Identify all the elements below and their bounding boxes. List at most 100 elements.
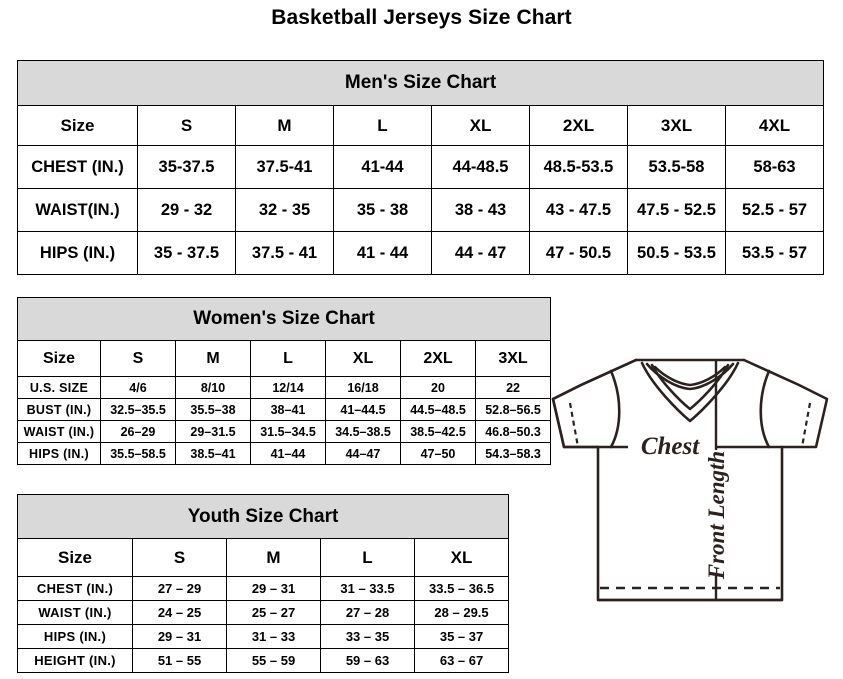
table-row: WAIST(IN.) 29 - 32 32 - 35 35 - 38 38 - … bbox=[17, 188, 825, 232]
womens-waist-xl: 34.5–38.5 bbox=[325, 420, 401, 443]
mens-header-l: L bbox=[333, 105, 432, 146]
youth-waist-s: 24 – 25 bbox=[132, 600, 227, 625]
youth-height-xl: 63 – 67 bbox=[413, 648, 510, 673]
mens-header-xl: XL bbox=[431, 105, 530, 146]
womens-header-m: M bbox=[175, 340, 251, 377]
sleeve-cuff-dashed-lines bbox=[568, 402, 812, 448]
youth-hips-l: 33 – 35 bbox=[320, 624, 415, 649]
youth-header-row: Size S M L XL bbox=[17, 538, 510, 577]
youth-banner-row: Youth Size Chart bbox=[16, 494, 510, 539]
womens-header-xl: XL bbox=[325, 340, 401, 377]
youth-chest-l: 31 – 33.5 bbox=[320, 576, 415, 601]
youth-row-label-chest: CHEST (IN.) bbox=[17, 576, 133, 601]
womens-ussize-3xl: 22 bbox=[474, 376, 552, 399]
mens-header-size: Size bbox=[17, 105, 138, 146]
youth-header-size: Size bbox=[17, 538, 133, 577]
page-title: Basketball Jerseys Size Chart bbox=[271, 6, 572, 29]
mens-row-label-hips: HIPS (IN.) bbox=[17, 231, 138, 275]
womens-hips-3xl: 54.3–58.3 bbox=[474, 442, 552, 465]
youth-header-l: L bbox=[320, 538, 415, 577]
mens-chart-banner: Men's Size Chart bbox=[16, 60, 825, 106]
womens-waist-m: 29–31.5 bbox=[175, 420, 251, 443]
mens-waist-s: 29 - 32 bbox=[137, 188, 236, 232]
mens-header-2xl: 2XL bbox=[529, 105, 628, 146]
womens-waist-l: 31.5–34.5 bbox=[250, 420, 326, 443]
youth-row-label-height: HEIGHT (IN.) bbox=[17, 648, 133, 673]
jersey-measurement-diagram: Chest Front Length bbox=[548, 355, 843, 645]
mens-hips-2xl: 47 - 50.5 bbox=[529, 231, 628, 275]
mens-hips-3xl: 50.5 - 53.5 bbox=[627, 231, 726, 275]
mens-header-4xl: 4XL bbox=[724, 105, 825, 146]
womens-hips-s: 35.5–58.5 bbox=[100, 442, 176, 465]
mens-header-3xl: 3XL bbox=[627, 105, 726, 146]
mens-header-row: Size S M L XL 2XL 3XL 4XL bbox=[17, 105, 825, 146]
youth-hips-xl: 35 – 37 bbox=[413, 624, 510, 649]
womens-hips-xl: 44–47 bbox=[325, 442, 401, 465]
table-row: CHEST (IN.) 27 – 29 29 – 31 31 – 33.5 33… bbox=[17, 576, 510, 601]
mens-chest-xl: 44-48.5 bbox=[431, 145, 530, 189]
right-cuff-dash bbox=[800, 402, 812, 448]
womens-row-label-us-size: U.S. SIZE bbox=[17, 376, 101, 399]
womens-banner-row: Women's Size Chart bbox=[16, 297, 552, 341]
youth-header-m: M bbox=[226, 538, 321, 577]
table-row: CHEST (IN.) 35-37.5 37.5-41 41-44 44-48.… bbox=[17, 145, 825, 189]
mens-row-label-chest: CHEST (IN.) bbox=[17, 145, 138, 189]
mens-waist-2xl: 43 - 47.5 bbox=[529, 188, 628, 232]
youth-height-s: 51 – 55 bbox=[132, 648, 227, 673]
womens-hips-2xl: 47–50 bbox=[400, 442, 476, 465]
youth-chest-m: 29 – 31 bbox=[226, 576, 321, 601]
mens-hips-s: 35 - 37.5 bbox=[137, 231, 236, 275]
jersey-v-neck-collar bbox=[634, 358, 746, 423]
youth-header-xl: XL bbox=[413, 538, 510, 577]
womens-chart-banner: Women's Size Chart bbox=[16, 297, 552, 341]
mens-hips-m: 37.5 - 41 bbox=[235, 231, 334, 275]
youth-chest-s: 27 – 29 bbox=[132, 576, 227, 601]
table-row: HIPS (IN.) 35 - 37.5 37.5 - 41 41 - 44 4… bbox=[17, 231, 825, 275]
youth-hips-m: 31 – 33 bbox=[226, 624, 321, 649]
youth-height-l: 59 – 63 bbox=[320, 648, 415, 673]
table-row: HEIGHT (IN.) 51 – 55 55 – 59 59 – 63 63 … bbox=[17, 648, 510, 673]
youth-chart-banner: Youth Size Chart bbox=[16, 494, 510, 539]
mens-hips-xl: 44 - 47 bbox=[431, 231, 530, 275]
mens-chest-l: 41-44 bbox=[333, 145, 432, 189]
mens-waist-xl: 38 - 43 bbox=[431, 188, 530, 232]
front-length-measurement-label: Front Length bbox=[704, 451, 729, 580]
womens-header-s: S bbox=[100, 340, 176, 377]
mens-chest-2xl: 48.5-53.5 bbox=[529, 145, 628, 189]
womens-row-label-waist: WAIST (IN.) bbox=[17, 420, 101, 443]
youth-hips-s: 29 – 31 bbox=[132, 624, 227, 649]
youth-size-chart-table: Youth Size Chart Size S M L XL CHEST (IN… bbox=[16, 494, 510, 673]
mens-header-m: M bbox=[235, 105, 334, 146]
mens-hips-4xl: 53.5 - 57 bbox=[724, 231, 825, 275]
womens-header-l: L bbox=[250, 340, 326, 377]
youth-row-label-hips: HIPS (IN.) bbox=[17, 624, 133, 649]
mens-hips-l: 41 - 44 bbox=[333, 231, 432, 275]
womens-header-2xl: 2XL bbox=[400, 340, 476, 377]
mens-header-s: S bbox=[137, 105, 236, 146]
table-row: HIPS (IN.) 29 – 31 31 – 33 33 – 35 35 – … bbox=[17, 624, 510, 649]
youth-height-m: 55 – 59 bbox=[226, 648, 321, 673]
mens-chest-4xl: 58-63 bbox=[724, 145, 825, 189]
mens-waist-3xl: 47.5 - 52.5 bbox=[627, 188, 726, 232]
womens-bust-2xl: 44.5–48.5 bbox=[400, 398, 476, 421]
womens-row-label-hips: HIPS (IN.) bbox=[17, 442, 101, 465]
table-row: HIPS (IN.) 35.5–58.5 38.5–41 41–44 44–47… bbox=[17, 442, 552, 465]
womens-hips-l: 41–44 bbox=[250, 442, 326, 465]
womens-bust-s: 32.5–35.5 bbox=[100, 398, 176, 421]
womens-waist-2xl: 38.5–42.5 bbox=[400, 420, 476, 443]
table-row: WAIST (IN.) 24 – 25 25 – 27 27 – 28 28 –… bbox=[17, 600, 510, 625]
womens-header-3xl: 3XL bbox=[474, 340, 552, 377]
womens-row-label-bust: BUST (IN.) bbox=[17, 398, 101, 421]
womens-ussize-xl: 16/18 bbox=[325, 376, 401, 399]
womens-header-row: Size S M L XL 2XL 3XL bbox=[17, 340, 552, 377]
womens-header-size: Size bbox=[17, 340, 101, 377]
womens-ussize-2xl: 20 bbox=[400, 376, 476, 399]
mens-chest-s: 35-37.5 bbox=[137, 145, 236, 189]
mens-banner-row: Men's Size Chart bbox=[16, 60, 825, 106]
womens-bust-xl: 41–44.5 bbox=[325, 398, 401, 421]
mens-chest-3xl: 53.5-58 bbox=[627, 145, 726, 189]
youth-chest-xl: 33.5 – 36.5 bbox=[413, 576, 510, 601]
table-row: WAIST (IN.) 26–29 29–31.5 31.5–34.5 34.5… bbox=[17, 420, 552, 443]
mens-waist-4xl: 52.5 - 57 bbox=[724, 188, 825, 232]
womens-size-chart-table: Women's Size Chart Size S M L XL 2XL 3XL… bbox=[16, 297, 552, 465]
